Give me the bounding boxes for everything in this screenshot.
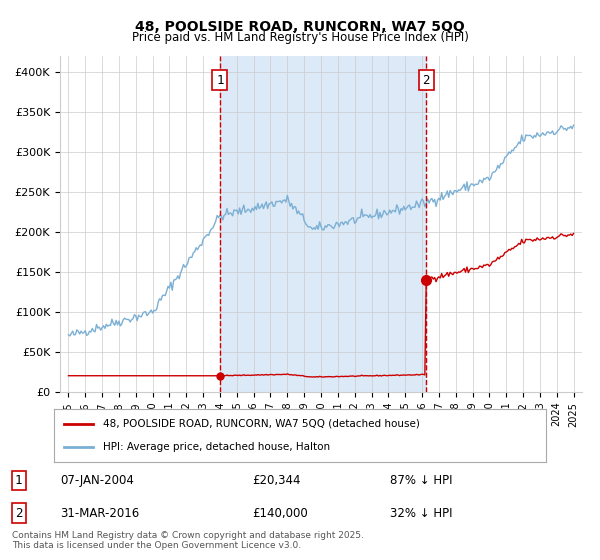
Text: Contains HM Land Registry data © Crown copyright and database right 2025.
This d: Contains HM Land Registry data © Crown c… (12, 530, 364, 550)
Text: 31-MAR-2016: 31-MAR-2016 (60, 507, 139, 520)
Text: HPI: Average price, detached house, Halton: HPI: Average price, detached house, Halt… (103, 442, 331, 452)
Text: £140,000: £140,000 (252, 507, 308, 520)
Text: 48, POOLSIDE ROAD, RUNCORN, WA7 5QQ: 48, POOLSIDE ROAD, RUNCORN, WA7 5QQ (135, 20, 465, 34)
Text: 1: 1 (15, 474, 23, 487)
Text: 07-JAN-2004: 07-JAN-2004 (60, 474, 134, 487)
Text: 2: 2 (15, 507, 23, 520)
Text: Price paid vs. HM Land Registry's House Price Index (HPI): Price paid vs. HM Land Registry's House … (131, 31, 469, 44)
Text: 87% ↓ HPI: 87% ↓ HPI (390, 474, 452, 487)
Text: 32% ↓ HPI: 32% ↓ HPI (390, 507, 452, 520)
Text: 1: 1 (216, 73, 224, 87)
Text: £20,344: £20,344 (252, 474, 301, 487)
Bar (220, 56, 426, 392)
Text: 2: 2 (422, 73, 430, 87)
Text: 48, POOLSIDE ROAD, RUNCORN, WA7 5QQ (detached house): 48, POOLSIDE ROAD, RUNCORN, WA7 5QQ (det… (103, 419, 420, 429)
